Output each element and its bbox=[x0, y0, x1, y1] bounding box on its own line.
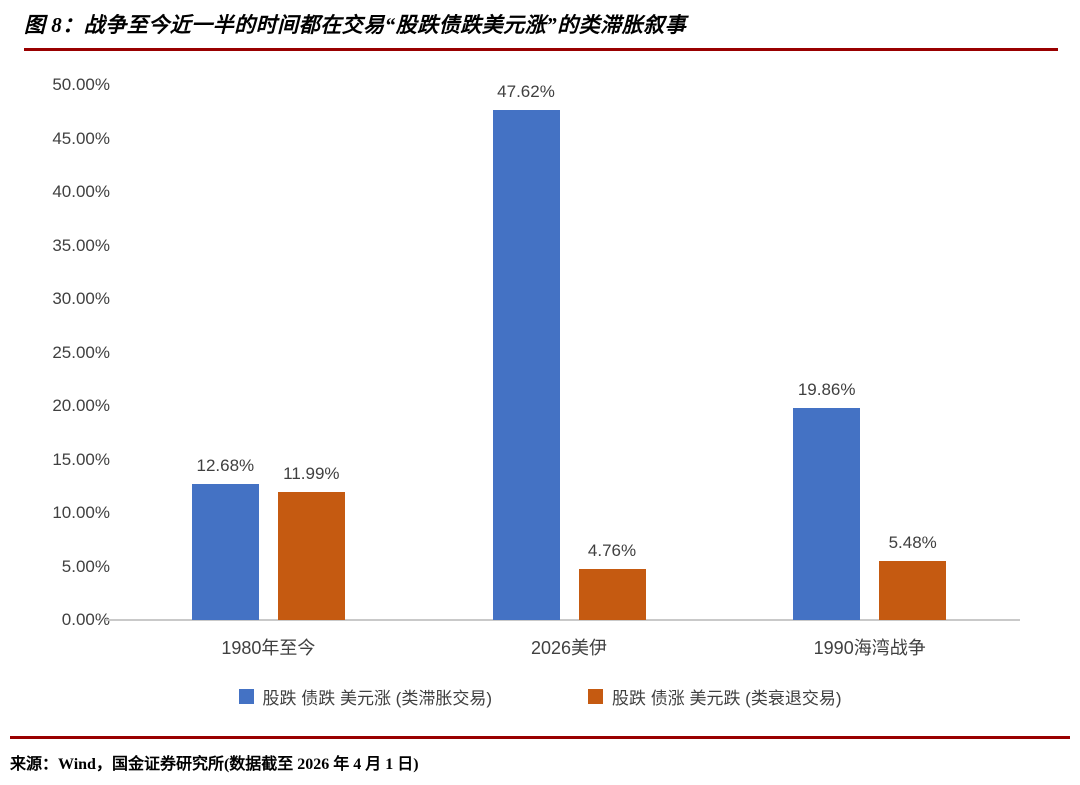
y-tick-label: 0.00% bbox=[61, 610, 110, 629]
data-label: 5.48% bbox=[888, 533, 937, 553]
data-label: 12.68% bbox=[196, 456, 255, 476]
y-tick-label: 10.00% bbox=[52, 503, 110, 522]
bar-group: 47.62% 4.76% bbox=[419, 82, 720, 620]
y-axis: 0.00% 5.00% 10.00% 15.00% 20.00% 25.00% 30.00%… bbox=[36, 75, 110, 629]
legend-swatch-icon bbox=[588, 689, 603, 704]
data-label: 11.99% bbox=[283, 463, 340, 483]
legend-item: 股跌 债跌 美元涨 (类滞胀交易) bbox=[238, 684, 493, 709]
x-axis-labels: 1980年至今 2026美伊 1990海湾战争 bbox=[118, 634, 1020, 660]
bar-wrap: 19.86% bbox=[793, 379, 861, 620]
bar-wrap: 12.68% bbox=[191, 456, 259, 620]
source-footer: 来源：Wind，国金证券研究所(数据截至 2026 年 4 月 1 日) bbox=[10, 736, 1070, 774]
y-tick-label: 50.00% bbox=[52, 75, 110, 94]
y-tick-label: 20.00% bbox=[52, 396, 110, 415]
data-label: 19.86% bbox=[797, 379, 856, 399]
bar-series-1 bbox=[191, 484, 259, 620]
bar-group: 12.68% 11.99% bbox=[118, 85, 419, 620]
x-category-label: 1980年至今 bbox=[221, 638, 316, 658]
legend-label: 股跌 债涨 美元跌 (类衰退交易) bbox=[612, 689, 842, 708]
bar-wrap: 47.62% bbox=[492, 82, 560, 620]
bar-series-1 bbox=[793, 407, 861, 620]
y-tick-label: 35.00% bbox=[52, 235, 110, 255]
bar-wrap: 11.99% bbox=[277, 463, 345, 620]
bar-series-2 bbox=[277, 491, 345, 620]
figure-title-bar: 图 8：战争至今近一半的时间都在交易“股跌债跌美元涨”的类滞胀叙事 bbox=[24, 0, 1058, 51]
bar-series-1 bbox=[492, 110, 560, 620]
bar-wrap: 5.48% bbox=[879, 533, 947, 620]
bar-series-2 bbox=[879, 561, 947, 620]
source-text: 来源：Wind，国金证券研究所(数据截至 2026 年 4 月 1 日) bbox=[10, 756, 419, 773]
y-tick-label: 30.00% bbox=[52, 289, 110, 308]
y-tick-label: 15.00% bbox=[52, 449, 110, 469]
x-category-label: 2026美伊 bbox=[530, 638, 608, 658]
x-axis-line bbox=[105, 619, 1020, 621]
figure-title: 图 8：战争至今近一半的时间都在交易“股跌债跌美元涨”的类滞胀叙事 bbox=[24, 13, 687, 37]
y-tick-label: 5.00% bbox=[61, 556, 110, 576]
plot-area: 12.68% 11.99% 47.62% 4.76% 19.86% 5.48% bbox=[105, 82, 1020, 621]
legend-swatch-icon bbox=[238, 689, 254, 704]
y-tick-label: 40.00% bbox=[52, 182, 110, 201]
bar-wrap: 4.76% bbox=[578, 541, 646, 620]
data-label: 4.76% bbox=[587, 541, 637, 561]
legend: 股跌 债跌 美元涨 (类滞胀交易) 股跌 债涨 美元跌 (类衰退交易) bbox=[0, 684, 1080, 709]
legend-item: 股跌 债涨 美元跌 (类衰退交易) bbox=[588, 684, 842, 709]
data-label: 47.62% bbox=[497, 82, 555, 102]
legend-label: 股跌 债跌 美元涨 (类滞胀交易) bbox=[262, 689, 493, 708]
bar-group: 19.86% 5.48% bbox=[719, 85, 1020, 620]
bar-series-2 bbox=[578, 569, 646, 620]
y-tick-label: 45.00% bbox=[52, 128, 110, 148]
x-category-label: 1990海湾战争 bbox=[813, 638, 926, 658]
y-tick-label: 25.00% bbox=[52, 342, 110, 362]
